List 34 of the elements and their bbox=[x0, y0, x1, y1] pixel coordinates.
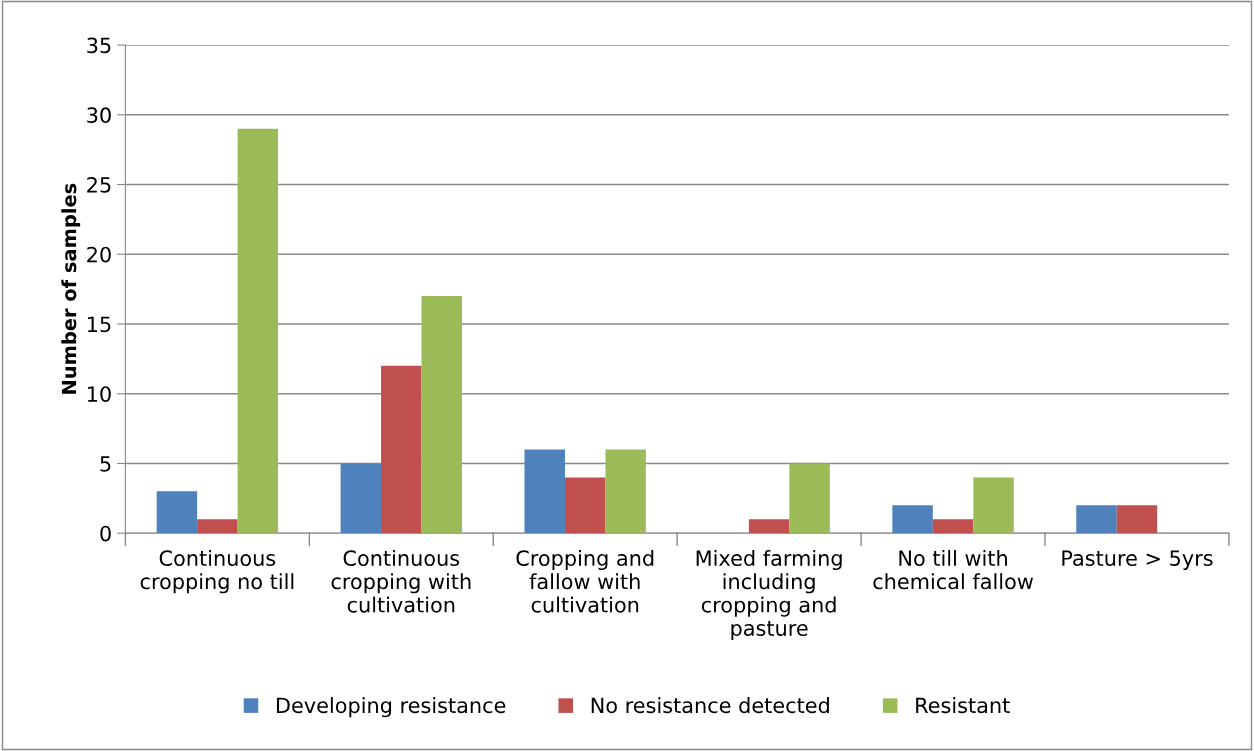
y-tick-label: 10 bbox=[87, 386, 111, 402]
bar bbox=[1076, 505, 1117, 534]
x-tick-label: No till with chemical fallow bbox=[873, 549, 1033, 590]
y-tick-label: 25 bbox=[87, 176, 111, 193]
bar bbox=[748, 519, 790, 534]
y-tick-label: 20 bbox=[87, 246, 111, 263]
bar bbox=[564, 477, 606, 534]
bar bbox=[421, 296, 462, 534]
y-tick-label: 30 bbox=[87, 107, 111, 124]
bar bbox=[156, 491, 198, 534]
bar bbox=[1116, 505, 1158, 534]
bar bbox=[973, 477, 1014, 534]
bar bbox=[340, 463, 382, 534]
y-tick-label: 35 bbox=[87, 37, 111, 54]
bar bbox=[892, 505, 933, 534]
bar bbox=[789, 463, 830, 534]
bar bbox=[605, 449, 646, 534]
y-axis-title: Number of samples bbox=[61, 183, 81, 394]
bar bbox=[237, 128, 279, 534]
x-tick-label: Mixed farming including cropping and pasture bbox=[696, 549, 842, 641]
x-tick-label: Continuous cropping with cultivation bbox=[331, 549, 471, 613]
legend-label: Developing resistance bbox=[277, 697, 506, 718]
bar bbox=[381, 365, 422, 534]
legend-label: No resistance detected bbox=[591, 697, 829, 714]
x-tick-label: Pasture > 5yrs bbox=[1062, 550, 1213, 571]
bar bbox=[197, 519, 238, 534]
legend-label: Resistant bbox=[916, 697, 1010, 714]
y-tick-label: 0 bbox=[100, 525, 111, 542]
x-tick-label: Continuous cropping no till bbox=[140, 549, 294, 594]
y-tick-label: 5 bbox=[100, 456, 111, 472]
bar bbox=[524, 449, 565, 534]
y-tick-label: 15 bbox=[87, 316, 111, 333]
bar bbox=[932, 519, 974, 534]
x-tick-label: Cropping and fallow with cultivation bbox=[516, 549, 654, 613]
